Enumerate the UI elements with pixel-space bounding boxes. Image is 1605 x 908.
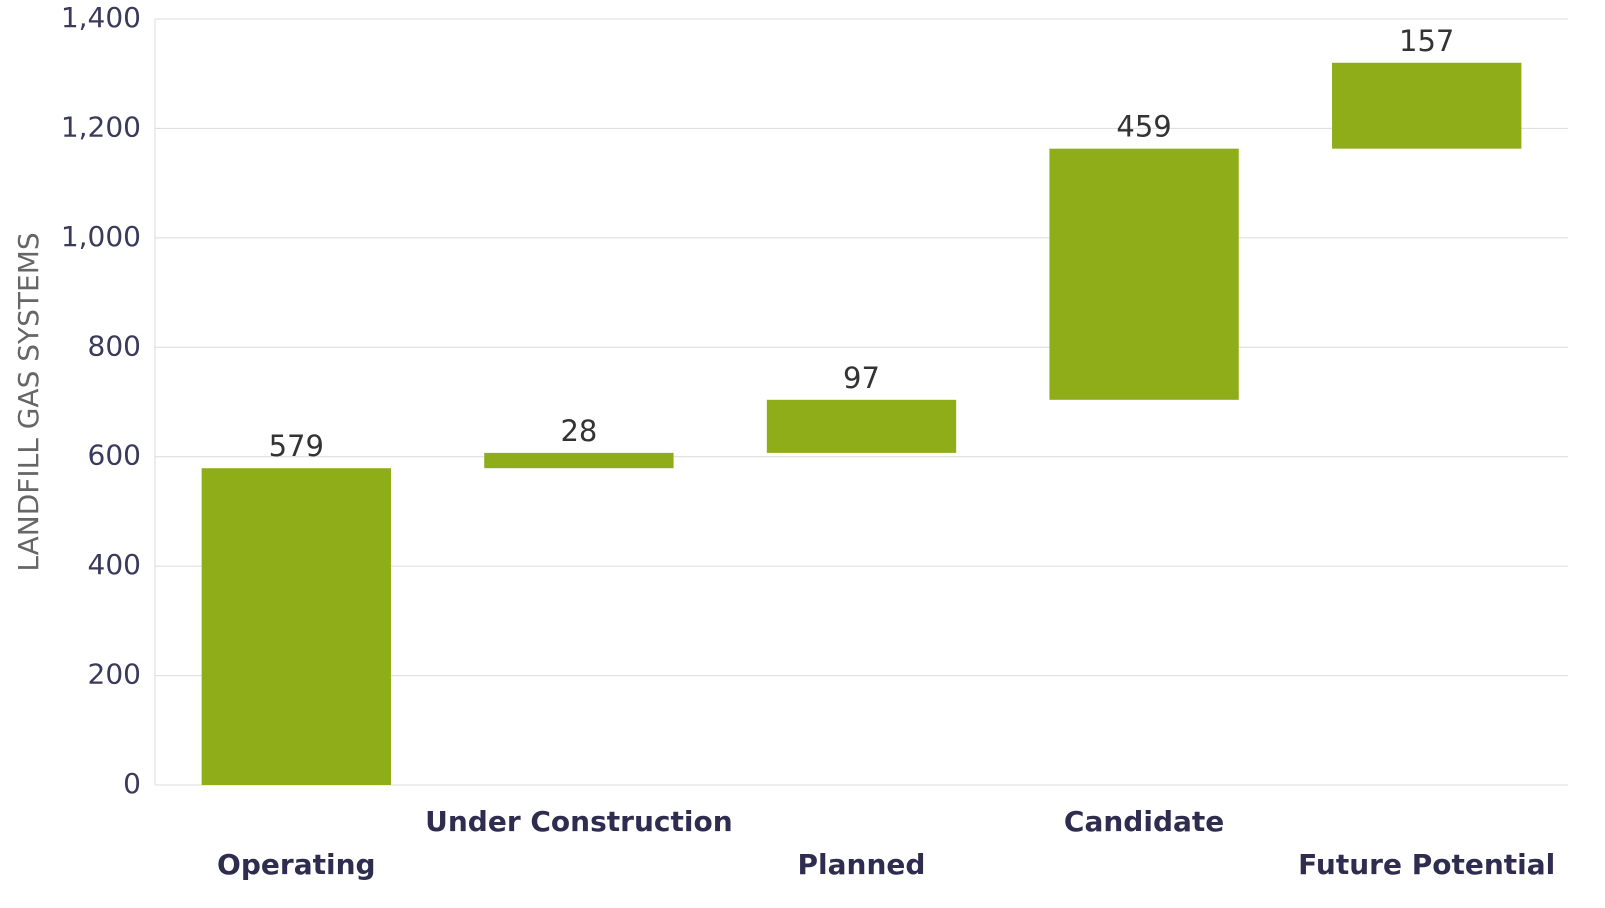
x-tick-label: Candidate <box>1064 805 1224 838</box>
x-tick-label: Operating <box>217 848 376 881</box>
y-tick-label: 600 <box>88 439 141 472</box>
bar <box>1332 62 1522 149</box>
data-label: 157 <box>1399 24 1454 58</box>
data-label: 28 <box>560 414 597 448</box>
y-tick-label: 1,200 <box>61 110 141 143</box>
y-tick-label: 800 <box>88 329 141 362</box>
data-label: 579 <box>269 429 324 463</box>
x-tick-label: Under Construction <box>425 805 733 838</box>
data-label: 97 <box>843 361 880 395</box>
y-tick-label: 0 <box>123 767 141 800</box>
x-tick-label: Planned <box>798 848 926 881</box>
y-axis-label: LANDFILL GAS SYSTEMS <box>12 232 45 571</box>
y-tick-label: 1,000 <box>61 220 141 253</box>
bar <box>1049 148 1239 400</box>
bar <box>201 468 391 785</box>
data-label: 459 <box>1116 110 1171 144</box>
y-tick-label: 400 <box>88 548 141 581</box>
x-tick-label: Future Potential <box>1298 848 1555 881</box>
y-tick-label: 1,400 <box>61 1 141 34</box>
bar <box>766 399 957 453</box>
bar <box>484 452 674 469</box>
y-tick-label: 200 <box>88 658 141 691</box>
